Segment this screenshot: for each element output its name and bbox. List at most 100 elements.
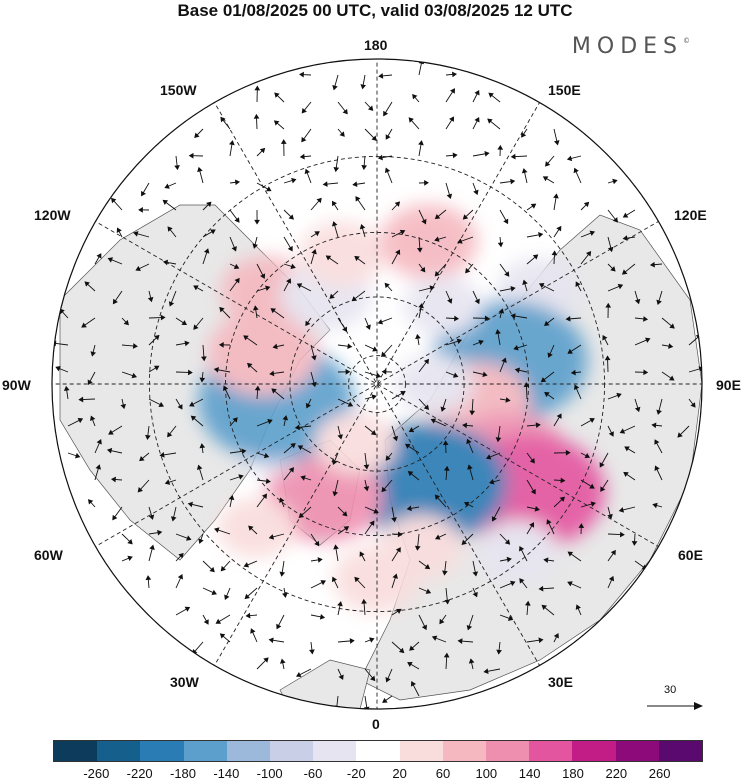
wind-vector-head [468,658,475,664]
wind-vector-head [491,516,497,522]
wind-vector-head [355,196,361,202]
wind-vector-head [375,372,382,379]
wind-vector-head [345,368,351,375]
wind-vector-head [108,429,114,435]
wind-vector-head [174,165,180,171]
wind-vector-head [265,478,271,484]
wind-vector-head [268,534,275,540]
wind-vector-head [74,452,81,459]
anomaly-blob [217,497,296,558]
reference-vector [647,702,703,710]
wind-vector-head [317,557,323,563]
meridian-line [199,76,555,692]
wind-vector-head [304,168,310,175]
wind-vector-head [472,571,479,577]
colorbar-tick-label: 220 [605,766,628,781]
wind-vector-head [352,181,358,188]
colorbar-box [140,741,184,761]
wind-vector-head [87,499,94,505]
wind-vector-head [55,366,61,372]
wind-vector-head [457,238,463,244]
wind-vector-head [524,600,531,606]
wind-vector-head [649,261,655,268]
wind-vector-head [381,486,387,493]
wind-vector-head [261,493,268,500]
wind-vector-head [449,116,455,122]
wind-vector-head [245,612,251,619]
wind-vector-head [431,635,438,641]
wind-vectors [52,59,702,709]
wind-vector-head [298,512,305,519]
lon-label-30e: 30E [548,674,573,690]
wind-vector-head [488,92,494,98]
wind-vector-head [645,337,651,343]
wind-vector-head [560,477,566,484]
wind-vector-head [462,422,468,429]
wind-vector-head [677,432,683,438]
wind-vector-head [280,139,287,144]
wind-vector-head [268,637,274,644]
wind-vector-head [187,501,193,508]
wind-vector-head [186,535,192,541]
wind-vector-head [203,619,209,625]
colorbar-tick-label: 100 [475,766,498,781]
wind-vector-head [288,467,295,473]
wind-vector-head [177,574,184,580]
wind-vector-head [521,132,527,138]
wind-vector-head [209,566,215,573]
wind-vector-head [521,168,528,174]
reference-vector-label: 30 [664,684,677,696]
wind-vector-head [622,235,628,241]
colorbar-box [226,741,271,761]
wind-vector-head [407,471,414,477]
wind-vector-head [604,355,611,361]
wind-vector-head [506,556,512,563]
wind-vector-head [354,576,360,583]
wind-vector-head [540,377,547,383]
wind-vector-head [495,329,501,335]
wind-vector-head [510,313,516,319]
colorbar-tick-label: -60 [303,766,323,781]
wind-vector-head [535,422,541,428]
wind-vector-head [482,371,488,378]
wind-vector-head [219,306,225,313]
wind-vector-head [90,351,96,357]
lon-label-60e: 60E [678,547,703,563]
colorbar-box [270,741,314,761]
wind-vector-head [589,230,596,236]
wind-vector-head [399,229,406,235]
wind-vector-head [585,251,592,257]
wind-vector-head [495,437,502,443]
wind-vector-head [669,323,675,329]
wind-vector-head [159,452,165,458]
brand-copyright: © [683,37,690,45]
wind-vector-head [434,494,441,500]
wind-vector-head [510,178,516,185]
wind-vector-head [590,501,596,507]
latitude-circle [348,355,406,413]
wind-vector-head [457,638,463,644]
wind-vector-head [501,357,507,363]
wind-vector-head [263,452,270,459]
wind-vector-head [392,573,398,579]
wind-vector-head [359,551,365,557]
wind-vector-head [474,89,480,96]
meridian-line [69,206,685,562]
wind-vector-head [395,547,401,553]
wind-vector-head [288,214,294,220]
wind-vector-head [553,193,559,199]
wind-vector-head [252,243,258,249]
wind-vector-head [160,314,166,321]
wind-vector-head [567,551,574,557]
wind-vector-head [132,343,138,349]
wind-vector-head [534,506,540,512]
wind-vector-head [619,531,625,538]
wind-vector-head [259,147,266,154]
wind-vector-head [634,406,641,413]
wind-vector-head [254,85,261,91]
meridian-line [69,206,685,562]
wind-vector-head [220,116,226,123]
wind-vector-head [610,266,616,272]
wind-vector-head [542,176,549,182]
wind-vector-head [137,487,143,493]
